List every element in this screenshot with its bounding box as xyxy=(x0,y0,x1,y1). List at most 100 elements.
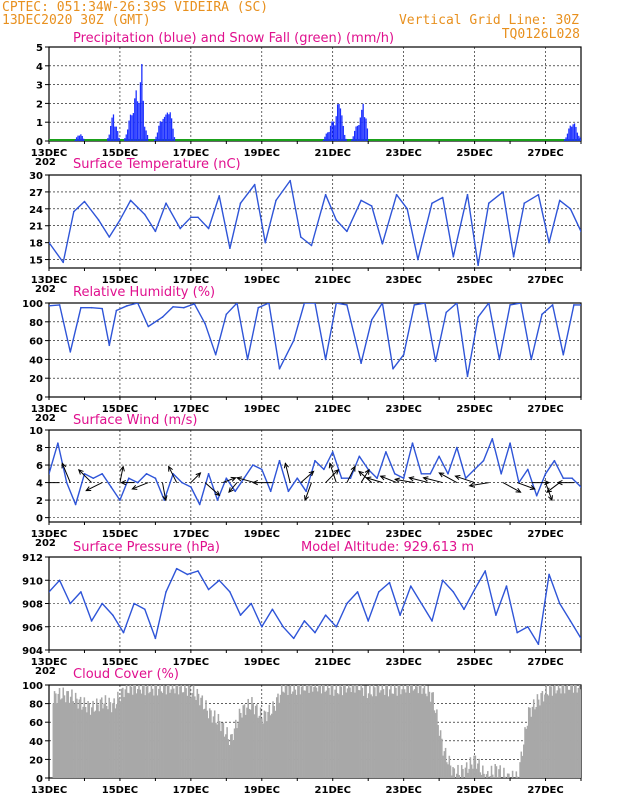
cloud-cover-bar xyxy=(535,706,537,778)
precip-bar xyxy=(358,125,360,141)
cloud-cover-bar xyxy=(515,771,518,778)
cloud-cover-bar xyxy=(391,693,393,778)
pressure-point xyxy=(101,602,103,605)
cloud-cover-bar xyxy=(180,685,182,778)
cloud-cover-bar xyxy=(203,708,206,778)
cloud-cover-bar xyxy=(578,685,581,778)
cloud-cover-bar xyxy=(58,688,61,778)
x-tick-label: 19DEC xyxy=(244,785,280,796)
cloud-cover-bar xyxy=(171,685,174,778)
wind-vector-shaft xyxy=(423,477,443,484)
cloud-cover-bar xyxy=(447,764,449,778)
y-tick-label: 18 xyxy=(29,239,43,250)
precip-bar xyxy=(145,130,147,141)
cloud-cover-bar xyxy=(103,703,105,778)
cloud-cover-bar xyxy=(295,694,298,778)
wind-vector-arrow xyxy=(228,482,238,494)
cloud-cover-bar xyxy=(125,685,128,778)
cloud-cover-bar xyxy=(313,686,315,778)
x-tick-label: 19DEC xyxy=(244,529,280,540)
cloud-cover-bar xyxy=(318,685,320,778)
cloud-cover-bar xyxy=(139,689,141,778)
cloud-cover-bar xyxy=(359,690,361,778)
pressure-point xyxy=(271,608,274,611)
x-tick-label: 17DEC xyxy=(173,148,209,159)
x-tick-label: 23DEC xyxy=(385,404,421,415)
wind-vector-head xyxy=(365,476,372,482)
wind-point xyxy=(420,473,423,475)
humidity-point xyxy=(49,305,50,307)
cloud-cover-bar xyxy=(280,685,283,778)
cloud-cover-bar xyxy=(76,698,78,778)
cloud-cover-bar xyxy=(288,685,290,778)
cloud-cover-bar xyxy=(262,723,264,778)
cloud-cover-bar xyxy=(540,693,542,778)
wind-vector-arrow xyxy=(365,476,383,484)
cloud-cover-bar xyxy=(186,695,189,778)
cloud-cover-bar xyxy=(571,685,573,778)
cloud-cover-bar xyxy=(294,689,297,778)
cloud-cover-bar xyxy=(78,699,81,778)
panel-title: Precipitation (blue) and Snow Fall (gree… xyxy=(73,31,394,46)
cloud-cover-bar xyxy=(274,710,277,778)
precip-bar xyxy=(111,117,113,141)
y-tick-label: 30 xyxy=(29,171,43,182)
wind-vector-head xyxy=(77,468,84,475)
cloud-cover-bar xyxy=(320,693,323,778)
cloud-cover-bar xyxy=(375,696,377,778)
cloud-cover-bar xyxy=(383,694,386,778)
precip-bar xyxy=(158,125,160,141)
x-tick-label: 13DEC xyxy=(31,785,67,796)
y-tick-label: 0 xyxy=(36,774,43,785)
cloud-cover-bar xyxy=(402,685,405,778)
cloud-cover-bar xyxy=(298,685,300,778)
precip-bar xyxy=(332,121,335,141)
cloud-cover-bar xyxy=(367,693,370,778)
wind-vector-arrow xyxy=(300,470,315,483)
cloud-cover-bar xyxy=(118,698,120,778)
temperature-line xyxy=(49,179,581,266)
cloud-cover-bar xyxy=(339,685,341,778)
wind-vector-shaft xyxy=(409,477,429,484)
panel-title: Surface Temperature (nC) xyxy=(73,157,241,172)
cloud-cover-bar xyxy=(279,694,282,778)
cloud-cover-bar xyxy=(261,718,263,778)
wind-vector-arrow xyxy=(190,472,202,483)
wind-vector-shaft xyxy=(236,477,255,484)
cloud-cover-bar xyxy=(253,714,256,778)
humidity-point xyxy=(225,313,228,316)
wind-point xyxy=(278,459,281,462)
wind-point xyxy=(305,490,307,493)
cloud-cover-bar xyxy=(243,704,246,778)
precip-bar xyxy=(131,115,133,141)
cloud-cover-bar xyxy=(258,715,261,778)
cloud-cover-bar xyxy=(176,685,179,778)
cloud-cover-bar xyxy=(62,687,65,778)
cloud-cover-bar xyxy=(104,695,107,778)
cloud-cover-bar xyxy=(133,685,135,778)
humidity-point xyxy=(381,303,384,304)
humidity-point xyxy=(236,303,238,304)
cloud-cover-bar xyxy=(464,767,467,778)
humidity-point xyxy=(136,303,139,304)
cloud-cover-bar xyxy=(184,685,186,778)
cloud-cover-bar xyxy=(148,693,150,778)
wind-vector-shaft xyxy=(78,469,92,483)
y-tick-label: 910 xyxy=(22,576,43,587)
humidity-point xyxy=(324,358,327,361)
cloud-cover-bar xyxy=(263,710,266,778)
cloud-cover-bar xyxy=(150,685,153,778)
wind-vector-head xyxy=(228,487,234,494)
cloud-cover-bar xyxy=(114,708,117,778)
cloud-cover-bar xyxy=(206,710,209,778)
cloud-cover-bar xyxy=(66,691,68,778)
temperature-point xyxy=(360,199,362,202)
cloud-cover-bar xyxy=(220,731,222,778)
wind-point xyxy=(482,459,485,462)
pressure-point xyxy=(516,631,518,634)
precip-bar xyxy=(169,112,171,141)
cloud-cover-bar xyxy=(141,685,144,778)
y-tick-label: 100 xyxy=(22,299,43,310)
plot-frame xyxy=(48,174,582,269)
cloud-cover-bar xyxy=(226,727,228,778)
